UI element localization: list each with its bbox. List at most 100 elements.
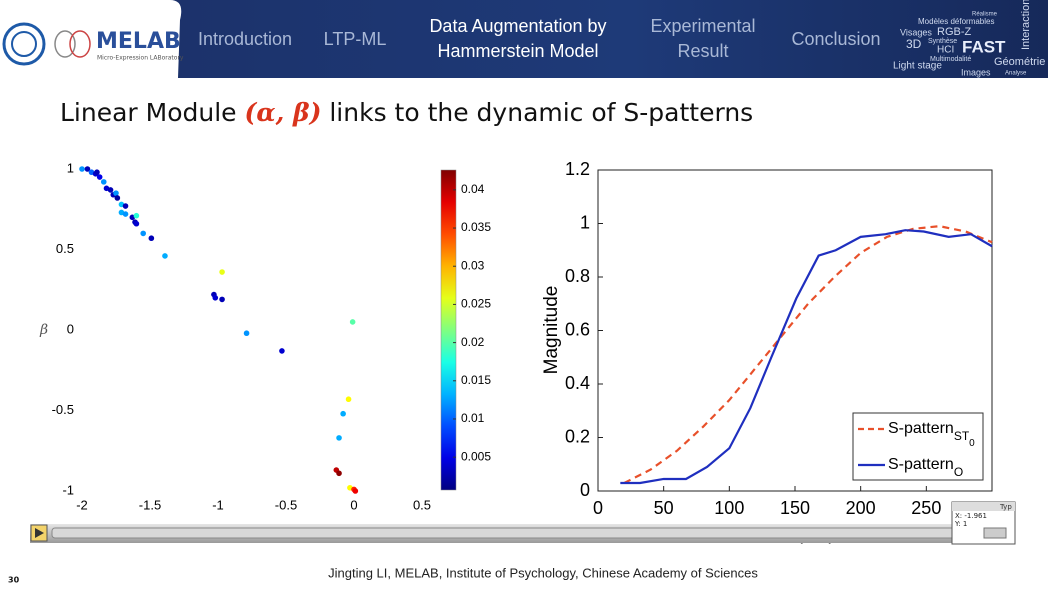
datatip-header: Typ [999,503,1012,511]
scatter-point [349,319,356,325]
nav-item[interactable]: Conclusion [791,29,880,49]
scatter-point [340,410,346,417]
x-tick-label: 0 [350,497,357,512]
nav-item[interactable]: LTP-ML [324,29,387,49]
timeline[interactable] [51,527,978,539]
scatter-point [345,396,352,403]
nav-item[interactable]: Result [677,41,728,61]
word-cloud: Géométrie [994,56,1045,68]
x-tick-label: 250 [911,498,941,518]
scatter-point [94,169,100,176]
word-cloud: HCI [937,45,954,56]
colorbar-tick-label: 0.01 [461,411,485,425]
x-tick-label: 150 [780,498,810,518]
legend-label: S-patternST0 [888,420,975,448]
word-cloud: RGB-Z [937,26,972,38]
scatter-point [219,269,225,275]
word-cloud: Interaction [1020,0,1032,50]
university-logo-inner [11,31,37,57]
play-icon [35,528,44,538]
colorbar-tick-label: 0.03 [461,258,485,272]
title-text: Linear Module [60,98,245,127]
y-tick-label: 0 [580,480,590,500]
y-tick-label: -1 [62,482,74,497]
word-cloud: Multimodalité [930,56,971,63]
colorbar-tick-label: 0.015 [461,373,491,387]
nav-item[interactable]: Introduction [198,29,292,49]
legend-name: S-pattern [888,420,954,437]
volume-button[interactable] [983,527,1007,539]
x-tick-label: -1.5 [139,497,161,512]
university-logo [2,22,46,66]
legend-subscript: O [954,465,963,479]
scatter-point [140,230,146,237]
series-line [623,225,993,484]
datatip-text: Y: 1 [954,520,967,528]
y-tick-label: 0 [67,321,74,336]
scatter-point [113,190,119,196]
series-line [620,229,993,485]
scatter-point [212,295,219,301]
x-tick-label: 100 [714,498,744,518]
y-axis-label: β [39,322,48,338]
y-tick-label: 1 [580,212,590,232]
word-cloud: Images [961,67,991,77]
scatter-point [133,212,140,219]
y-tick-label: 0.2 [565,426,590,446]
legend-name: S-pattern [888,456,954,473]
y-tick-label: 0.5 [56,241,74,256]
colorbar [440,169,457,491]
datatip-header-bar [952,502,1015,511]
x-tick-label: -2 [76,497,88,512]
logo-name: MELAB [96,29,181,54]
scatter-point [122,203,129,209]
word-cloud: FAST [962,37,1006,56]
scatter-point [279,348,285,354]
nav-item-active[interactable]: Data Augmentation by [429,16,606,36]
logo-face [69,30,91,58]
word-cloud: Analyse [1005,71,1027,77]
title-math: (α, β) [245,98,322,127]
scatter-point [148,235,155,242]
word-cloud: Visages [900,27,932,37]
x-tick-label: 50 [654,498,674,518]
colorbar-tick-label: 0.02 [461,335,485,349]
scatter-point [243,330,250,337]
y-tick-label: 0.6 [565,319,590,339]
scatter-point [336,470,342,477]
scatter-point [133,220,140,227]
word-cloud: Modèles déformables [918,17,994,26]
scatter-point [100,179,107,185]
word-cloud: Synthèse [928,38,957,45]
scatter-point [352,488,359,494]
colorbar-tick-label: 0.025 [461,297,491,311]
y-tick-label: -0.5 [52,402,74,417]
nav-item-active[interactable]: Hammerstein Model [437,41,598,61]
x-tick-label: -0.5 [275,497,297,512]
colorbar-tick-label: 0.005 [461,449,491,463]
colorbar-tick-label: 0.035 [461,220,491,234]
y-tick-label: 1 [67,160,74,175]
scatter-point [219,296,225,303]
y-tick-label: 0.8 [565,266,590,286]
scatter-point [107,187,114,193]
logo-panel [0,0,182,78]
footer: Jingting LI, MELAB, Institute of Psychol… [328,565,758,580]
scatter-point [84,166,91,172]
x-tick-label: 0 [593,498,603,518]
scatter-point [96,174,103,180]
chart: -2-1.5-1-0.500.5-1-0.500.51βα0.0050.010.… [39,160,491,537]
nav-item[interactable]: Experimental [650,16,755,36]
word-cloud: 3D [906,37,922,51]
scatter-point [114,195,121,201]
logo-subtitle: Micro-Expression LABoratory [97,55,184,62]
x-tick-label: 200 [846,498,876,518]
y-tick-label: 1.2 [565,159,590,179]
legend-box [852,412,984,481]
word-cloud: Light stage [893,61,942,72]
page-number: 30 [8,576,20,585]
legend-subscript: ST [954,429,970,443]
legend-label: S-patternO [888,456,963,479]
chart: 0 50 100 150 200 250 0 0.2 0.4 0.6 0.8 1 1.2 Magnitud… [541,159,993,545]
